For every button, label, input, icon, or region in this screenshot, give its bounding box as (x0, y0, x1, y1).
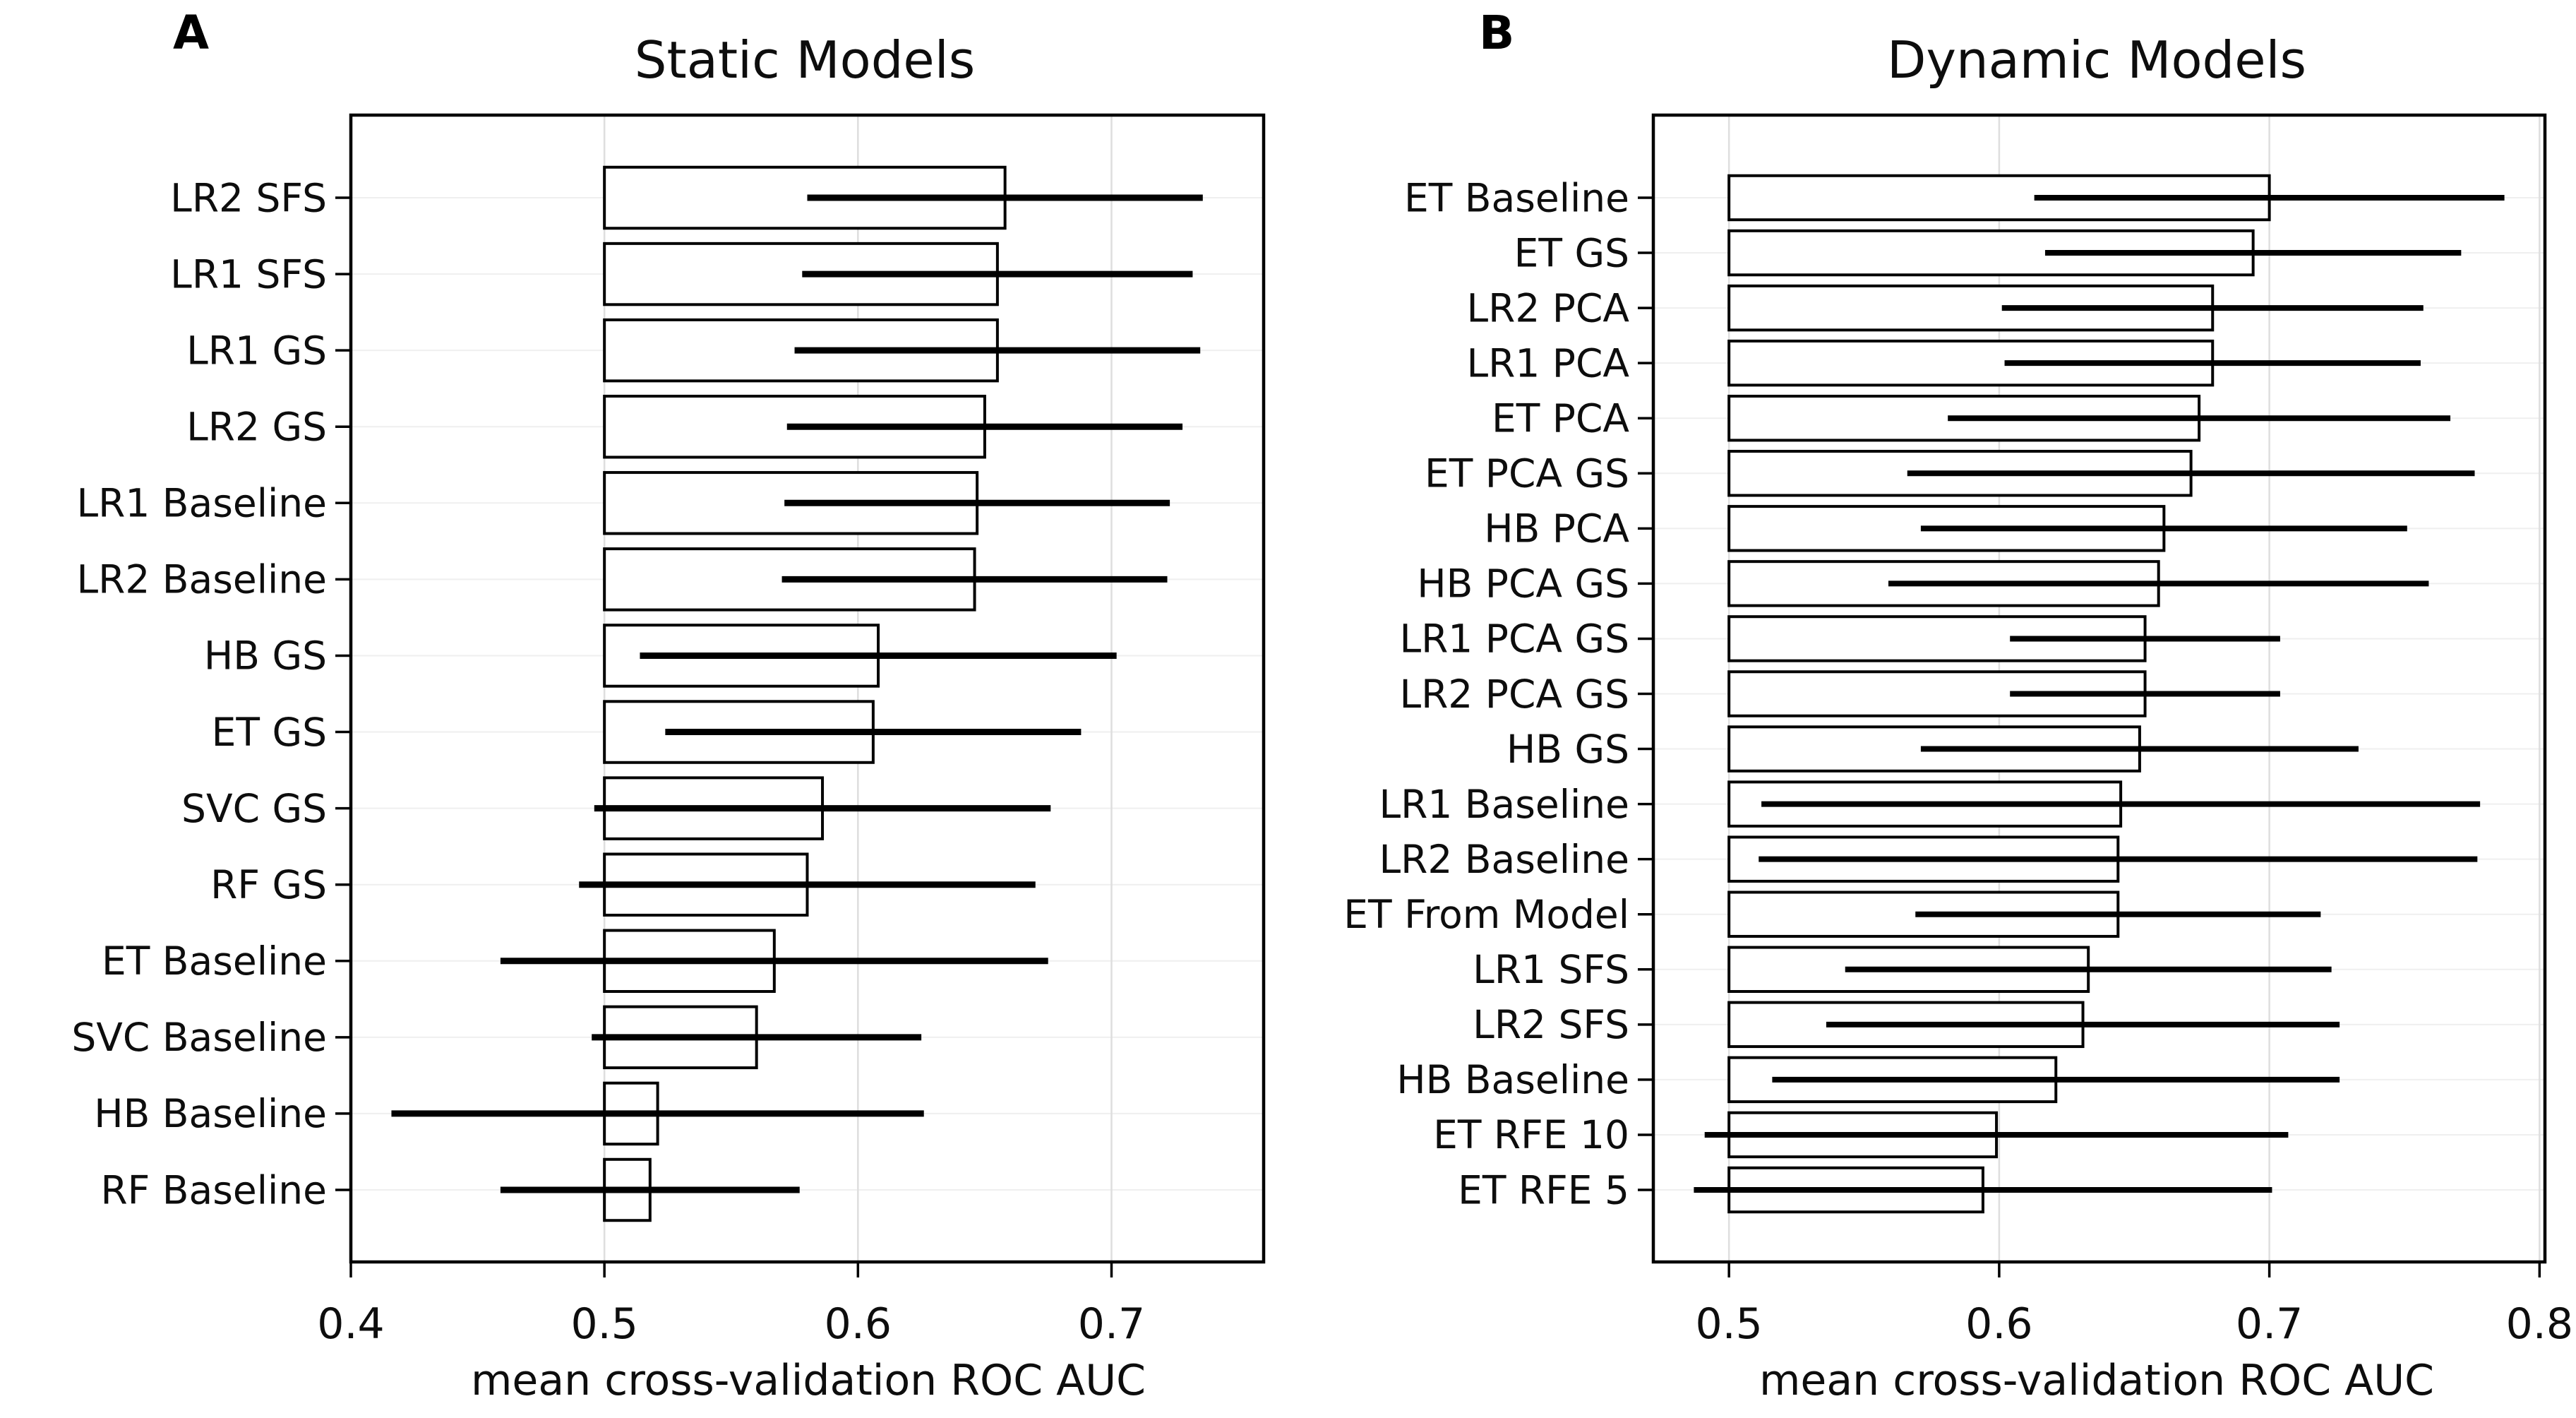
y-tick-label: ET RFE 5 (1458, 1167, 1629, 1213)
y-tick-label: HB PCA (1484, 506, 1629, 552)
y-tick-label: LR2 GS (186, 404, 327, 449)
panel-b-title: Dynamic Models (1886, 30, 2307, 90)
y-tick-label: LR1 PCA (1466, 340, 1629, 386)
y-tick-label: RF Baseline (100, 1167, 327, 1213)
x-tick-label: 0.7 (2236, 1299, 2303, 1349)
y-tick-label: SVC GS (181, 786, 327, 831)
x-tick-label: 0.4 (317, 1299, 384, 1349)
y-tick-label: SVC Baseline (71, 1015, 327, 1060)
panel-a-title: Static Models (634, 30, 976, 90)
y-tick-label: LR1 GS (186, 328, 327, 373)
y-tick-label: LR2 PCA (1466, 285, 1629, 330)
x-tick-label: 0.7 (1078, 1299, 1145, 1349)
plot-border (349, 113, 1266, 1264)
y-tick-label: HB GS (1506, 727, 1629, 772)
y-tick-label: LR1 Baseline (1379, 782, 1629, 827)
y-tick-label: LR2 SFS (170, 175, 327, 220)
y-tick-label: LR2 SFS (1473, 1002, 1629, 1047)
static-models-chart: 0.4 0.5 0.6 0.7 LR2 SFS LR1 SFS LR1 GS LR2 GS LR… (71, 113, 1266, 1349)
y-tick-label: LR2 Baseline (1379, 837, 1629, 882)
y-tick-label: LR2 Baseline (76, 557, 327, 602)
y-tick-label: ET From Model (1343, 892, 1629, 937)
y-tick-label: ET RFE 10 (1433, 1112, 1629, 1157)
panel-a-letter: A (173, 6, 210, 60)
y-tick-label: ET Baseline (102, 939, 327, 984)
y-tick-label: HB PCA GS (1417, 561, 1629, 607)
y-tick-label: LR1 SFS (170, 251, 327, 297)
panel-b-letter: B (1479, 6, 1515, 60)
y-tick-label: LR2 PCA GS (1399, 672, 1629, 717)
y-tick-label: HB GS (204, 633, 327, 679)
y-tick-label: LR1 Baseline (76, 481, 327, 526)
x-tick-label: 0.6 (1965, 1299, 2032, 1349)
x-tick-label: 0.5 (1695, 1299, 1762, 1349)
y-tick-label: ET Baseline (1404, 175, 1629, 220)
y-tick-label: RF GS (210, 862, 327, 907)
y-tick-label: ET GS (212, 710, 327, 755)
y-tick-label: LR1 PCA GS (1399, 616, 1629, 662)
y-tick-label: ET PCA (1492, 395, 1629, 441)
panel-a-xaxis-label: mean cross-validation ROC AUC (470, 1356, 1146, 1405)
y-tick-label: ET GS (1514, 230, 1629, 275)
x-tick-label: 0.6 (825, 1299, 892, 1349)
y-tick-label: HB Baseline (94, 1091, 327, 1136)
dynamic-models-chart: 0.5 0.6 0.7 0.8 ET Baseline ET GS LR2 PCA LR1 P… (1343, 113, 2573, 1349)
plot-border (1651, 113, 2547, 1264)
y-tick-label: LR1 SFS (1473, 947, 1629, 992)
y-tick-label: HB Baseline (1396, 1057, 1629, 1102)
x-tick-label: 0.8 (2506, 1299, 2573, 1349)
y-tick-label: ET PCA GS (1425, 451, 1629, 496)
x-tick-label: 0.5 (570, 1299, 637, 1349)
panel-b-xaxis-label: mean cross-validation ROC AUC (1759, 1356, 2435, 1405)
